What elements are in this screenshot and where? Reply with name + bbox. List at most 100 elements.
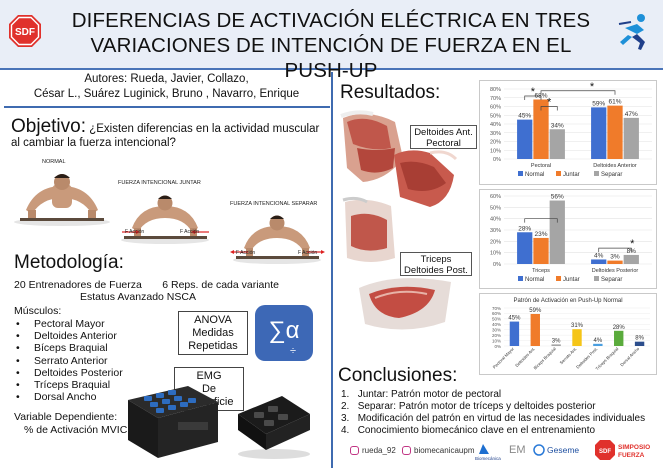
emg-line-1: EMG [196,370,222,382]
conclusions-list: 1. Juntar: Patrón motor de pectoral 2. S… [341,389,645,437]
category-label: Bíceps Braquial [533,346,557,370]
legend-label: Separar [601,172,622,178]
photo-label-separar: FUERZA INTENCIONAL SEPARAR [230,201,318,207]
bar [530,313,540,346]
data-label: 61% [608,99,621,106]
data-label: 4% [594,338,603,344]
y-tick-label: 50% [492,317,501,322]
legend-swatch [556,276,561,281]
method-participants: 20 Entrenadores de Fuerza 6 Reps. de cad… [14,279,279,303]
muscle-label-1a: Deltoides Ant. [414,127,473,138]
y-tick-label: 50% [490,205,501,211]
y-tick-label: 20% [490,140,501,146]
data-label: 31% [571,323,584,329]
photo-label-normal: NORMAL [42,159,66,165]
list-item: Dorsal Ancho [14,391,123,403]
y-tick-label: 80% [490,87,501,93]
legend-swatch [556,171,561,176]
data-label: 4% [594,252,604,259]
category-label: Deltoides Ant. [514,346,536,368]
legend-label: Separar [601,277,622,283]
chart-title: Patrón de Activación en Push-Up Normal [513,298,622,304]
y-tick-label: 50% [490,113,501,119]
y-tick-label: 40% [490,122,501,128]
bar [607,260,623,264]
y-tick-label: 30% [492,328,501,333]
muscle-label-2a: Triceps [420,254,452,265]
legend-swatch [594,171,599,176]
anova-line-2: Medidas [192,327,234,339]
data-label: 34% [551,122,564,129]
legend-label: Juntar [563,277,580,283]
objective-heading: Objetivo: [11,116,86,137]
data-label: 3% [552,338,561,344]
section-divider [4,106,330,108]
dependent-variable: Variable Dependiente: % de Activación MV… [14,411,127,437]
svg-text:Geseme: Geseme [547,445,579,455]
photo-label-juntar: FUERZA INTENCIONAL JUNTAR [118,180,201,186]
bar [509,321,520,346]
list-item: 2. Separar: Patrón motor de tríceps y de… [341,401,596,412]
muscles-title: Músculos: [14,305,62,317]
results-heading: Resultados: [340,82,441,103]
column-divider [331,72,333,468]
list-item: Pectoral Mayor [14,318,123,330]
anova-line-1: ANOVA [194,314,232,326]
legend-label: Normal [525,277,544,283]
list-item: 4. Conocimiento biomecánico clave en el … [341,425,596,436]
list-item: Tríceps Braquial [14,379,123,391]
method-heading: Metodología: [14,252,124,273]
y-tick-label: 0% [493,157,501,163]
chart-normal-pattern: Patrón de Activación en Push-Up Normal 0%… [492,298,650,371]
y-tick-label: 10% [492,338,501,343]
emg-sensor-photo [238,396,310,459]
chart-pectoral-deltoid: 0%10%20%30%40%50%60%70%80%45%68%34%Pecto… [490,81,652,178]
category-label: Serrato Ant. [559,346,578,365]
y-tick-label: 70% [492,306,501,311]
bar [549,200,565,264]
pushup-juntar-photo [121,195,209,244]
y-tick-label: 60% [490,105,501,111]
bar [517,119,533,159]
instagram-handle-2[interactable]: biomecanicaupm [414,446,475,455]
y-tick-label: 60% [492,311,501,316]
data-label: 8% [635,336,644,342]
y-tick-label: 10% [490,148,501,154]
bar [549,129,565,159]
pectoral-anatomy-image [394,150,458,207]
authors-line-1: Autores: Rueda, Javier, Collazo, [84,73,249,85]
bar [533,99,549,159]
y-tick-label: 20% [492,333,501,338]
category-label: Dorsal Ancho [619,346,641,368]
y-tick-label: 30% [490,228,501,234]
conclusions-heading: Conclusiones: [338,365,458,386]
bar [591,107,607,159]
statistics-icon: ∑α ÷ [255,305,313,361]
arrow-label-3: F Acción [236,250,256,256]
y-tick-label: 40% [490,217,501,223]
instagram-handle-1[interactable]: rueda_92 [362,446,396,455]
bar [614,330,624,346]
title-line-1: DIFERENCIAS DE ACTIVACIÓN ELÉCTRICA EN T… [71,9,591,32]
data-label: 28% [518,225,531,232]
data-label: 47% [625,111,638,118]
pushup-separar-photo [230,215,325,264]
geseme-logo-icon [533,444,545,456]
significance-bracket [540,106,558,111]
bar [591,259,607,264]
authors-block: Autores: Rueda, Javier, Collazo, César L… [4,72,329,102]
bar [572,329,582,346]
legend-swatch [518,171,523,176]
poster-title: DIFERENCIAS DE ACTIVACIÓN ELÉCTRICA EN T… [56,8,606,83]
simposio-logo: SDF SIMPOSIO FUERZA [595,440,650,460]
y-tick-label: 70% [490,96,501,102]
data-label: 45% [508,316,521,322]
muscle-label-box-1: Deltoides Ant. Pectoral [410,125,477,149]
y-tick-label: 40% [492,322,501,327]
list-item: Serrato Anterior [14,355,123,367]
svg-text:÷: ÷ [290,345,296,357]
arrow-label-2: F Acción [180,229,200,235]
category-label: Pectoral [531,163,551,169]
objective-block: Objetivo: ¿Existen diferencias en la act… [11,117,329,150]
svg-text:FUERZA: FUERZA [618,452,645,459]
